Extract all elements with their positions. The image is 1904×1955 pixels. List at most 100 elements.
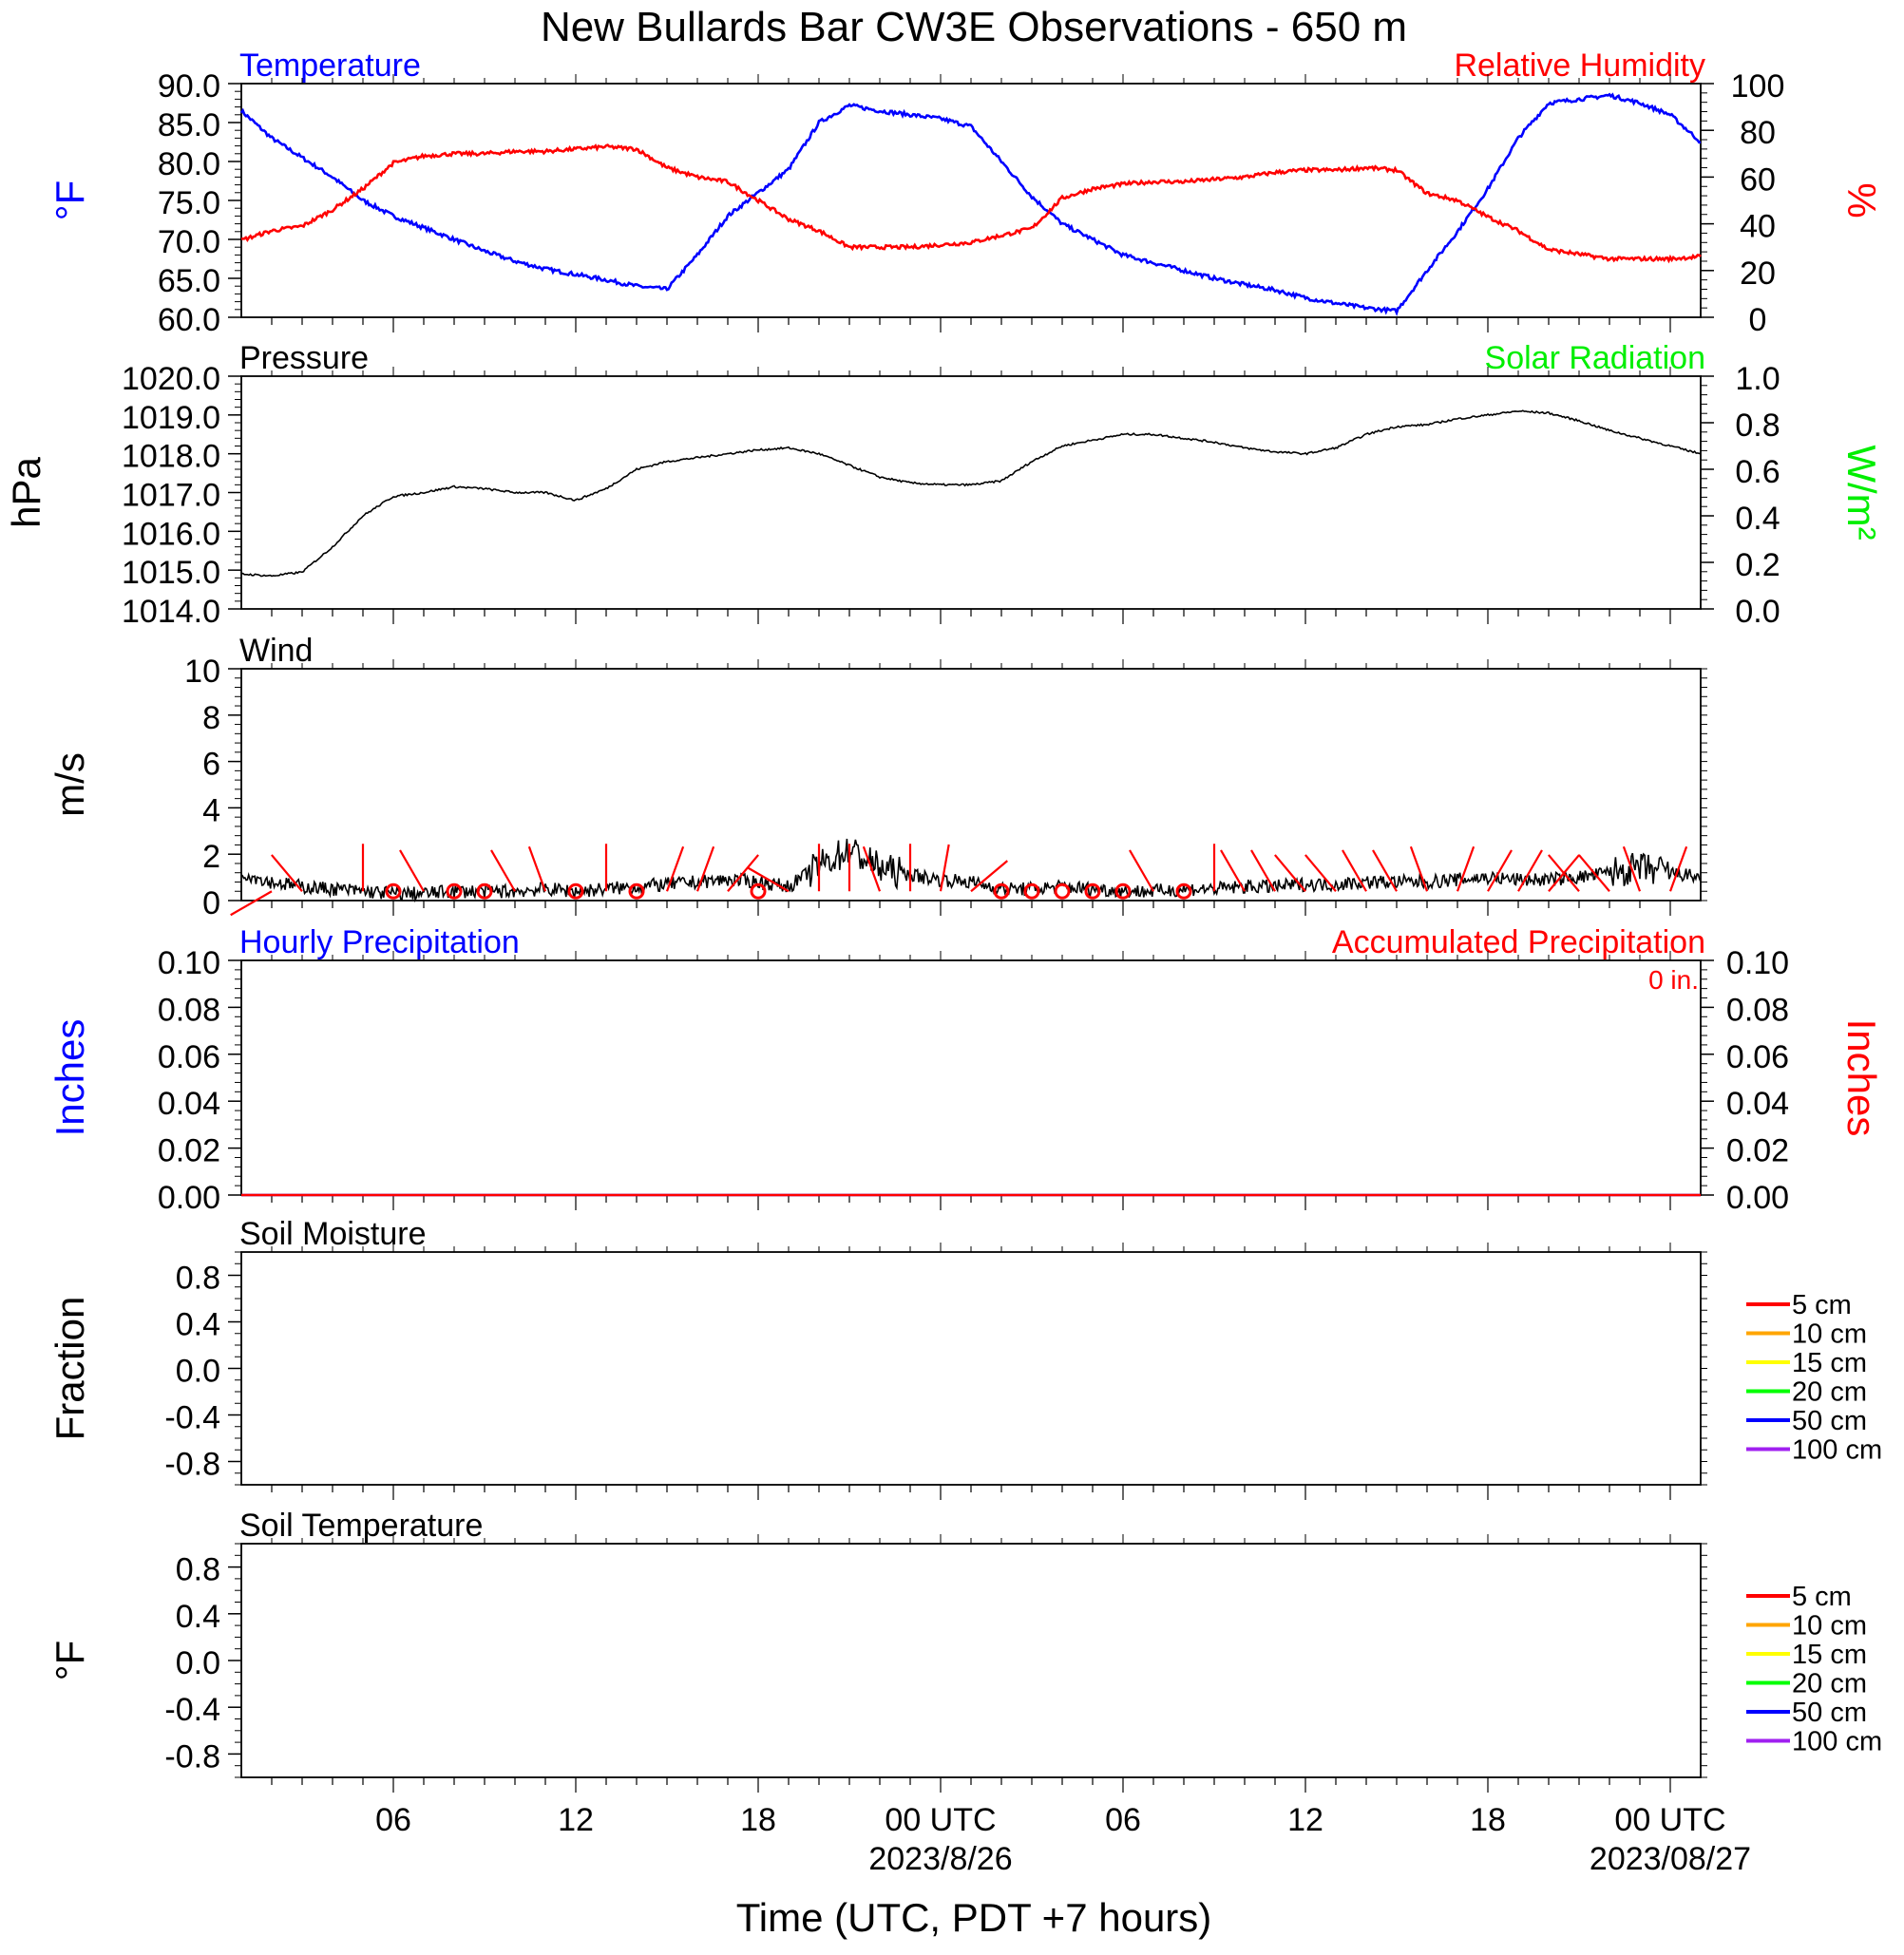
y-tick-label-right: 0.4	[1735, 501, 1780, 537]
y-tick-label-left: 6	[202, 747, 220, 783]
y-tick-label-left: 1018.0	[122, 439, 220, 475]
y-tick-label-left: 60.0	[158, 302, 220, 338]
x-tick-label: 12	[1287, 1802, 1323, 1838]
wind-barb-calm	[476, 883, 493, 900]
y-tick-label-right: 0.10	[1726, 945, 1789, 981]
y-tick-label-left: 0.4	[176, 1599, 220, 1635]
wind-barb	[527, 845, 547, 892]
y-tick-label-left: 0.08	[158, 992, 220, 1028]
wind-barb	[862, 845, 882, 892]
x-tick-label: 18	[740, 1802, 776, 1838]
legend-label: 5 cm	[1792, 1582, 1852, 1612]
x-axis-label: Time (UTC, PDT +7 hours)	[736, 1895, 1212, 1940]
panel-title-left: Hourly Precipitation	[239, 924, 520, 960]
right-minor-ticks	[1701, 668, 1707, 902]
panel-title-left: Wind	[239, 633, 313, 669]
series-humidity	[240, 143, 1702, 264]
y-tick-label-left: -0.8	[164, 1447, 220, 1483]
wind-barb	[1274, 854, 1306, 892]
wind-barb-calm	[993, 883, 1010, 900]
y-tick-label-left: 1019.0	[122, 400, 220, 436]
panel-soil-temperature: Soil Temperature°F-0.8-0.40.00.40.85 cm1…	[48, 1508, 1882, 1793]
y-tick-label-left: 4	[202, 792, 220, 828]
wind-barb	[695, 845, 715, 892]
y-tick-label-left: 0	[202, 885, 220, 921]
y-tick-label-left: 2	[202, 839, 220, 875]
wind-barb	[1517, 849, 1543, 892]
y-tick-label-left: 75.0	[158, 185, 220, 221]
x-tick-date-label: 2023/8/26	[868, 1841, 1012, 1877]
wind-barb	[1129, 849, 1154, 892]
legend-label: 15 cm	[1792, 1348, 1867, 1378]
panel-frame	[240, 83, 1702, 318]
y-tick-label-right: 40	[1740, 209, 1776, 245]
panel-precipitation: Hourly Precipitation Accumulated Precipit…	[48, 924, 1884, 1216]
y-tick-label-left: 0.04	[158, 1086, 220, 1122]
y-tick-label-right: 80	[1740, 115, 1776, 151]
y-tick-label-left: 0.0	[176, 1645, 220, 1681]
right-minor-ticks	[1701, 1251, 1707, 1486]
panel-title-left: Soil Temperature	[239, 1508, 483, 1544]
wind-barb	[490, 849, 516, 892]
panel-title-left: Temperature	[239, 47, 421, 84]
y-tick-label-right: 0.00	[1726, 1180, 1789, 1216]
wind-barb	[271, 854, 303, 892]
y-tick-label-right: 20	[1740, 256, 1776, 292]
panel-pressure-solar: Pressure Solar Radiation hPa W/m² 1014.01015…	[4, 340, 1884, 630]
panel-title-left: Pressure	[239, 340, 369, 376]
y-tick-label-left: 1020.0	[122, 361, 220, 397]
wind-barb-calm	[446, 883, 463, 900]
y-tick-label-left: 0.8	[176, 1261, 220, 1297]
legend-label: 100 cm	[1792, 1435, 1882, 1466]
y-tick-label-left: 0.8	[176, 1552, 220, 1588]
y-axis-label-right: W/m²	[1839, 445, 1884, 540]
legend-label: 20 cm	[1792, 1377, 1867, 1408]
wind-barb-calm	[385, 883, 402, 900]
y-tick-label-left: 1014.0	[122, 594, 220, 630]
figure-title: New Bullards Bar CW3E Observations - 650…	[541, 4, 1407, 50]
wind-barb	[399, 849, 425, 892]
x-tick-label: 00 UTC	[1614, 1802, 1725, 1838]
series-pressure	[240, 409, 1702, 578]
y-tick-label-left: 0.0	[176, 1354, 220, 1390]
x-tick-label: 06	[375, 1802, 411, 1838]
y-tick-label-left: 0.10	[158, 945, 220, 981]
panel-title-right: Relative Humidity	[1454, 47, 1705, 84]
legend-label: 5 cm	[1792, 1290, 1852, 1320]
y-tick-label-left: 0.4	[176, 1307, 220, 1343]
panel-frame	[240, 668, 1702, 902]
wind-barb	[1409, 845, 1429, 892]
y-tick-label-left: 0.06	[158, 1039, 220, 1075]
y-tick-label-right: 0.04	[1726, 1086, 1789, 1122]
wind-barb-calm	[628, 883, 645, 900]
wind-barb-calm	[1175, 883, 1192, 900]
y-axis-label-left: °F	[48, 180, 92, 220]
legend-label: 20 cm	[1792, 1669, 1867, 1699]
wind-barb	[1578, 854, 1610, 892]
y-tick-label-right: 0.0	[1735, 594, 1780, 630]
y-tick-label-right: 1.0	[1735, 361, 1780, 397]
y-tick-label-right: 0.08	[1726, 992, 1789, 1028]
wind-barb	[1548, 854, 1580, 892]
legend-label: 10 cm	[1792, 1611, 1867, 1642]
wind-barb	[1250, 849, 1276, 892]
legend-label: 100 cm	[1792, 1727, 1882, 1757]
wind-barb	[1304, 854, 1337, 892]
y-tick-label-left: 1016.0	[122, 516, 220, 552]
y-tick-label-left: 70.0	[158, 224, 220, 260]
legend-label: 10 cm	[1792, 1319, 1867, 1350]
wind-barb	[230, 890, 273, 917]
wind-barb-calm	[567, 883, 584, 900]
panel-frame	[240, 959, 1702, 1196]
wind-barb-calm	[1084, 883, 1101, 900]
wind-barb-calm	[1023, 883, 1040, 900]
x-tick-date-label: 2023/08/27	[1590, 1841, 1751, 1877]
wind-barb	[970, 860, 1009, 893]
y-tick-label-right: 100	[1731, 68, 1785, 104]
y-tick-label-right: 0.02	[1726, 1133, 1789, 1169]
y-tick-label-left: 8	[202, 700, 220, 736]
y-axis-label-right: %	[1839, 182, 1884, 218]
panel-temperature-humidity: Temperature Relative Humidity°F %60.065.07…	[48, 47, 1884, 338]
